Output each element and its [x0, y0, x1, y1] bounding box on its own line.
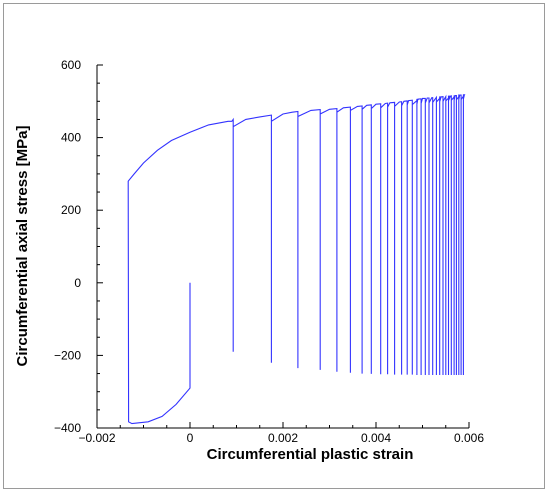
- y-tick-label: 200: [61, 203, 81, 217]
- y-tick-labels: −400 −200 0 200 400 600: [54, 58, 81, 435]
- x-tick-label: 0.006: [454, 431, 484, 445]
- x-tick-labels: −0.002 0 0.002 0.004 0.006: [78, 431, 484, 445]
- y-tick-label: 600: [61, 58, 81, 72]
- chart-axes: [96, 64, 470, 429]
- x-tick-label: 0: [187, 431, 194, 445]
- y-axis-label: Circumferential axial stress [MPa]: [14, 126, 31, 367]
- x-axis-label: Circumferential plastic strain: [207, 446, 414, 463]
- x-tick-label: 0.002: [268, 431, 298, 445]
- y-tick-label: 400: [61, 131, 81, 145]
- y-tick-label: −400: [54, 421, 81, 435]
- series-line: [127, 94, 466, 425]
- chart-frame: [3, 3, 545, 489]
- x-tick-label: 0.004: [361, 431, 391, 445]
- x-tick-label: −0.002: [78, 431, 115, 445]
- y-tick-label: 0: [74, 276, 81, 290]
- y-tick-label: −200: [54, 348, 81, 362]
